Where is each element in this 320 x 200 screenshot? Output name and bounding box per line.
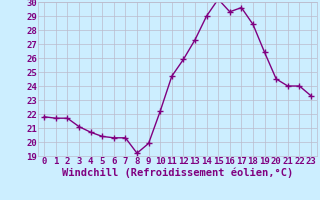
X-axis label: Windchill (Refroidissement éolien,°C): Windchill (Refroidissement éolien,°C) [62,168,293,178]
